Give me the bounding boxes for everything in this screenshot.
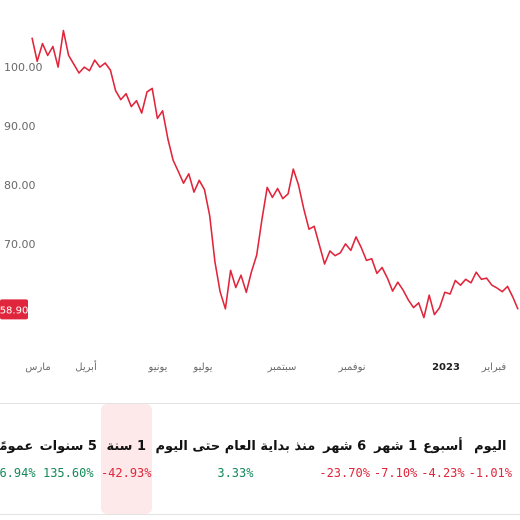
performance-period[interactable]: 5 سنوات 135.60% bbox=[40, 404, 97, 514]
last-price-tag: 58.90 bbox=[0, 299, 28, 320]
period-label: 6 شهر bbox=[323, 438, 367, 454]
period-label: 5 سنوات bbox=[39, 438, 97, 454]
period-change-value: -42.93% bbox=[100, 465, 152, 480]
y-axis: 100.00 90.00 80.00 70.00 bbox=[4, 61, 43, 251]
y-tick-label: 90.00 bbox=[4, 120, 36, 133]
period-change-value: 3.33% bbox=[217, 465, 254, 480]
period-label: منذ بداية العام حتى اليوم bbox=[155, 438, 316, 454]
period-change-value: -7.10% bbox=[373, 465, 418, 480]
period-label: عمومًا bbox=[0, 438, 34, 454]
performance-bar: اليوم -1.01% أسبوع -4.23% 1 شهر -7.10% 6 شهر -2… bbox=[0, 403, 520, 515]
y-tick-label: 80.00 bbox=[4, 179, 36, 192]
performance-period[interactable]: اليوم -1.01% bbox=[469, 404, 512, 514]
period-change-value: 135.60% bbox=[42, 465, 94, 480]
x-tick-label: مارس bbox=[25, 362, 50, 373]
performance-period[interactable]: 6 شهر -23.70% bbox=[319, 404, 370, 514]
performance-period[interactable]: 1 سنة -42.93% bbox=[100, 404, 152, 514]
period-label: اليوم bbox=[474, 438, 507, 454]
price-line bbox=[31, 29, 519, 319]
x-tick-label: فبراير bbox=[481, 362, 507, 373]
period-change-value: -4.23% bbox=[421, 465, 465, 480]
x-axis: مارس أبريل يونيو يوليو سبتمبر نوفمبر 2023 فبراي… bbox=[25, 360, 506, 373]
x-tick-label: يونيو bbox=[148, 362, 168, 373]
performance-period[interactable]: منذ بداية العام حتى اليوم 3.33% bbox=[156, 404, 316, 514]
performance-period[interactable]: أسبوع -4.23% bbox=[421, 404, 464, 514]
period-change-value: -23.70% bbox=[319, 465, 370, 480]
x-tick-label: نوفمبر bbox=[337, 362, 365, 373]
price-chart[interactable]: 100.00 90.00 80.00 70.00 58.90 مارس أبريل يون… bbox=[0, 0, 520, 400]
last-price-label: 58.90 bbox=[0, 305, 28, 316]
y-tick-label: 100.00 bbox=[4, 61, 43, 74]
period-label: 1 شهر bbox=[374, 438, 418, 454]
x-tick-label: يوليو bbox=[192, 362, 212, 373]
performance-period[interactable]: عمومًا 26.94% bbox=[0, 404, 36, 514]
period-label: أسبوع bbox=[423, 438, 463, 454]
x-tick-label: 2023 bbox=[432, 362, 460, 373]
x-tick-label: أبريل bbox=[75, 360, 97, 373]
period-change-value: 26.94% bbox=[0, 465, 36, 480]
x-tick-label: سبتمبر bbox=[267, 362, 297, 373]
period-label: 1 سنة bbox=[106, 438, 146, 454]
y-tick-label: 70.00 bbox=[4, 238, 36, 251]
period-change-value: -1.01% bbox=[468, 465, 512, 480]
performance-period[interactable]: 1 شهر -7.10% bbox=[374, 404, 417, 514]
